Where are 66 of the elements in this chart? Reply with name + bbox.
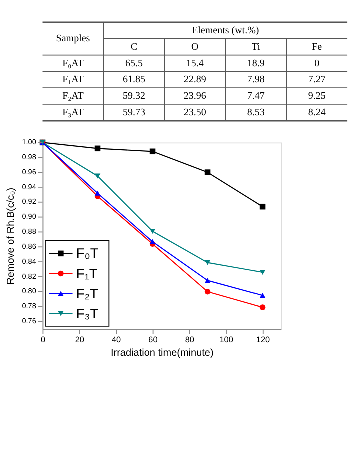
legend-label: F₀T <box>76 246 100 262</box>
x-tick-label: 80 <box>185 335 195 344</box>
legend-label: F₃T <box>76 306 100 322</box>
point <box>204 289 211 295</box>
point <box>260 304 266 310</box>
point <box>94 174 101 179</box>
y-tick-label: 0.90 <box>22 212 36 222</box>
x-tick-label: 60 <box>148 335 158 344</box>
x-tick-label: 20 <box>75 335 85 344</box>
legend-label: F₁T <box>76 266 98 282</box>
text: 18.9 <box>247 58 265 70</box>
y-tick-label: 0.82 <box>22 272 36 281</box>
point <box>260 204 266 210</box>
category-label: F₀AT <box>62 58 84 70</box>
text: 59.73 <box>122 107 146 118</box>
y-tick-label: 0.80 <box>22 286 36 296</box>
category-label: C <box>130 42 138 53</box>
text: 61.85 <box>122 74 146 86</box>
point <box>204 278 211 284</box>
point <box>94 146 101 152</box>
text: 8.24 <box>308 107 326 118</box>
text: 9.25 <box>308 91 326 102</box>
point <box>260 293 266 298</box>
category-label: F₂AT <box>62 91 84 102</box>
x-tick-label: 40 <box>112 335 122 344</box>
text: Elements (wt.%) <box>192 26 260 37</box>
category-label: O <box>192 42 199 53</box>
x-tick-label: 0 <box>40 335 46 344</box>
y-tick-label: 0.96 <box>22 167 36 176</box>
text: 15.4 <box>186 58 204 70</box>
text: 65.5 <box>125 58 143 70</box>
x-tick-label: 120 <box>256 335 271 344</box>
text: 22.89 <box>184 74 206 86</box>
point <box>204 260 211 266</box>
text: 7.98 <box>247 74 265 86</box>
text: 7.27 <box>308 74 326 86</box>
y-tick-label: 0.78 <box>22 302 36 311</box>
point <box>204 170 211 176</box>
category-label: F₁AT <box>62 74 84 86</box>
y-tick-label: 0.94 <box>22 182 36 192</box>
text: 59.32 <box>122 91 146 102</box>
text: 23.50 <box>184 107 206 118</box>
y-tick-label: 1.00 <box>22 138 36 147</box>
text: 0 <box>314 58 320 70</box>
legend-label: F₂T <box>76 286 100 302</box>
y-axis-title: Remove of Rh.B(c/c₀) <box>6 188 18 285</box>
text: 8.53 <box>247 107 265 118</box>
text: Samples <box>56 34 90 45</box>
y-tick-label: 0.86 <box>22 242 36 251</box>
text: 7.47 <box>247 91 265 102</box>
x-tick-label: 100 <box>220 335 234 344</box>
point <box>150 228 156 234</box>
point <box>94 190 101 196</box>
point <box>150 148 156 155</box>
y-tick-label: 0.76 <box>22 316 36 326</box>
x-axis-title: Irradiation time(minute) <box>110 348 214 360</box>
y-tick-label: 0.98 <box>22 152 36 162</box>
category-label: Fe <box>312 42 323 53</box>
point <box>260 270 266 275</box>
category-label: Ti <box>252 42 261 53</box>
category-label: F₃AT <box>62 107 84 118</box>
y-tick-label: 0.92 <box>22 197 36 206</box>
y-tick-label: 0.84 <box>22 256 36 266</box>
y-tick-label: 0.88 <box>22 227 36 236</box>
text: 23.96 <box>184 91 206 102</box>
point <box>150 239 156 244</box>
